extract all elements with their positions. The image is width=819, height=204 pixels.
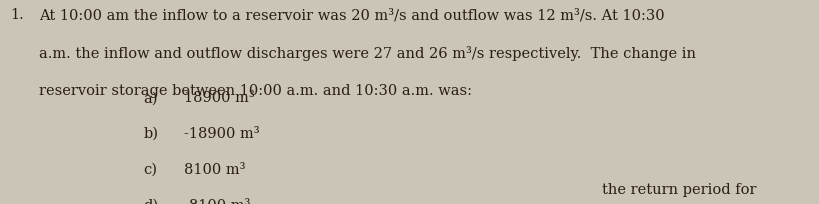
Text: -18900 m³: -18900 m³ [184,126,260,140]
Text: At 10:00 am the inflow to a reservoir was 20 m³/s and outflow was 12 m³/s. At 10: At 10:00 am the inflow to a reservoir wa… [39,8,665,22]
Text: 18900 m³: 18900 m³ [184,91,255,105]
Text: a): a) [143,91,158,105]
Text: -8100 m³: -8100 m³ [184,198,251,204]
Text: b): b) [143,126,158,140]
Text: a.m. the inflow and outflow discharges were 27 and 26 m³/s respectively.  The ch: a.m. the inflow and outflow discharges w… [39,46,696,61]
Text: 8100 m³: 8100 m³ [184,162,246,176]
Text: the return period for: the return period for [602,182,757,196]
Text: c): c) [143,162,157,176]
Text: reservoir storage between 10:00 a.m. and 10:30 a.m. was:: reservoir storage between 10:00 a.m. and… [39,84,473,98]
Text: d): d) [143,198,158,204]
Text: 1.: 1. [10,8,24,22]
